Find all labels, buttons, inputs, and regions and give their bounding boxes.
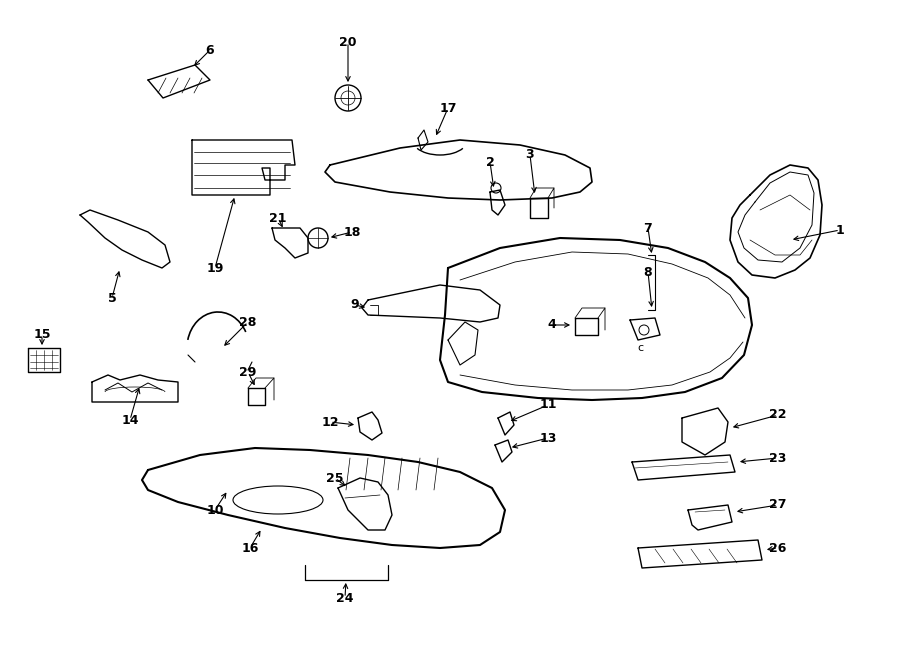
Text: 12: 12 [321, 416, 338, 428]
Text: 7: 7 [644, 221, 652, 235]
Text: 8: 8 [644, 266, 652, 278]
Text: 29: 29 [239, 366, 256, 379]
Text: 21: 21 [269, 212, 287, 225]
Text: 18: 18 [343, 225, 361, 239]
Text: 1: 1 [835, 223, 844, 237]
Text: 5: 5 [108, 292, 116, 305]
Text: 11: 11 [539, 399, 557, 412]
Text: 13: 13 [539, 432, 557, 444]
Text: 16: 16 [241, 541, 258, 555]
Text: 15: 15 [33, 329, 50, 342]
Text: 3: 3 [526, 149, 535, 161]
Text: 10: 10 [206, 504, 224, 516]
Text: 6: 6 [206, 44, 214, 56]
Text: 28: 28 [239, 315, 256, 329]
Text: 23: 23 [770, 451, 787, 465]
Text: 27: 27 [770, 498, 787, 512]
Text: 4: 4 [547, 319, 556, 332]
Text: 24: 24 [337, 592, 354, 605]
Text: c: c [637, 343, 643, 353]
Text: 25: 25 [326, 471, 344, 485]
Text: 20: 20 [339, 36, 356, 48]
Text: 19: 19 [206, 262, 224, 274]
Text: 26: 26 [770, 541, 787, 555]
Text: 9: 9 [351, 299, 359, 311]
Text: 17: 17 [439, 102, 456, 114]
Text: 14: 14 [122, 414, 139, 426]
Text: 2: 2 [486, 155, 494, 169]
Text: 22: 22 [770, 408, 787, 422]
